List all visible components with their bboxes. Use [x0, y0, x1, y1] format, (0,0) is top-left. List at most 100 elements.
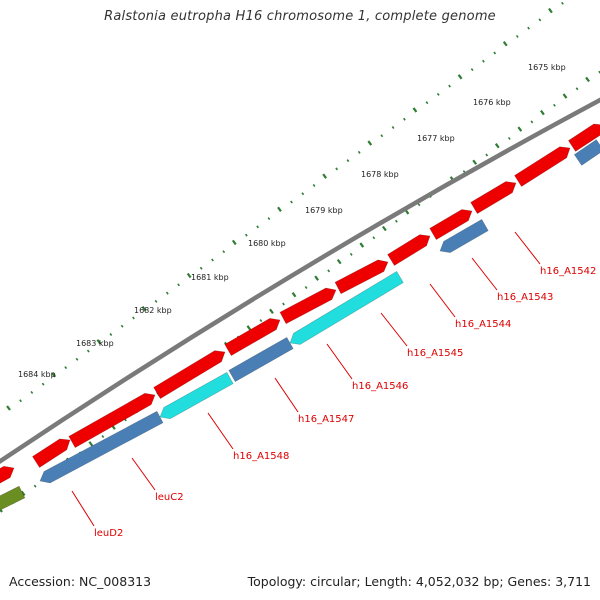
tick-mark	[493, 51, 497, 55]
tick-mark	[538, 18, 542, 22]
forward-gene-arrow	[68, 392, 156, 449]
tick-mark	[120, 324, 124, 328]
genome-summary-text: Topology: circular; Length: 4,052,032 bp…	[247, 574, 591, 589]
gene-label-leader	[71, 490, 95, 527]
map-title: Ralstonia eutropha H16 chromosome 1, com…	[104, 9, 496, 24]
tick-mark	[515, 34, 519, 38]
tick-mark	[553, 103, 556, 107]
tick-mark	[322, 173, 327, 179]
tick-mark	[64, 366, 68, 370]
tick-mark	[244, 233, 248, 237]
tick-mark	[211, 258, 214, 262]
tick-mark	[256, 225, 260, 229]
inner-tick-row	[6, 1, 564, 411]
forward-gene-arrow	[568, 123, 600, 152]
tick-mark	[517, 126, 523, 132]
gene-label: h16_A1544	[455, 319, 511, 330]
tick-mark	[391, 126, 395, 129]
tick-mark	[312, 183, 316, 187]
tick-mark	[359, 242, 365, 248]
tick-mark	[346, 159, 350, 163]
kbp-label: 1678 kbp	[361, 170, 399, 179]
tick-mark	[472, 159, 478, 165]
gene-label-leader	[471, 257, 498, 291]
tick-mark	[141, 305, 147, 312]
gene-label: h16_A1543	[497, 292, 553, 303]
tick-mark	[448, 84, 451, 88]
tick-mark	[290, 200, 293, 204]
tick-mark	[502, 41, 508, 47]
tick-mark	[585, 76, 590, 83]
kbp-label: 1676 kbp	[473, 98, 511, 107]
kbp-label: 1679 kbp	[305, 206, 343, 215]
reverse-gene-arrow	[39, 410, 164, 484]
forward-gene-arrow	[429, 209, 473, 241]
gene-label-leader	[326, 343, 353, 380]
tick-mark	[367, 140, 373, 146]
forward-gene-arrow	[32, 438, 71, 468]
tick-mark	[561, 1, 564, 5]
tick-mark	[527, 26, 530, 30]
gene-label-leader	[131, 457, 156, 491]
forward-gene-arrow	[514, 146, 571, 187]
tick-mark	[575, 87, 579, 91]
tick-mark	[231, 239, 237, 246]
tick-mark	[41, 382, 45, 386]
tick-mark	[335, 167, 339, 171]
tick-mark	[51, 372, 57, 378]
other-gene-arrow	[0, 485, 26, 511]
tick-mark	[425, 101, 429, 105]
gene-label: leuD2	[94, 528, 123, 539]
kbp-label: 1675 kbp	[528, 63, 566, 72]
tick-mark	[186, 272, 192, 279]
gene-label: h16_A1542	[540, 266, 596, 277]
tick-mark	[304, 285, 308, 289]
kbp-label: 1684 kbp	[18, 370, 56, 379]
kbp-label: 1683 kbp	[76, 339, 114, 348]
tick-mark	[507, 136, 511, 140]
tick-mark	[372, 236, 376, 240]
tick-marks	[0, 1, 600, 513]
highlight-gene-arrow	[289, 271, 404, 345]
tick-mark	[96, 339, 102, 345]
gene-label-leader	[429, 283, 456, 318]
forward-gene-arrow	[470, 181, 517, 214]
tick-mark	[33, 484, 37, 488]
tick-mark	[199, 266, 203, 270]
tick-mark	[19, 399, 22, 403]
tick-mark	[357, 150, 361, 154]
gene-label: h16_A1546	[352, 381, 408, 392]
chromosome-backbone	[0, 97, 600, 465]
reverse-gene-arrow	[228, 336, 294, 383]
forward-gene-arrow	[153, 350, 226, 399]
tick-mark	[246, 325, 252, 331]
tick-mark	[222, 250, 226, 254]
tick-mark	[548, 7, 553, 14]
tick-mark	[30, 390, 34, 394]
tick-mark	[314, 275, 319, 281]
gene-label-leader	[514, 231, 541, 265]
tick-mark	[540, 109, 545, 116]
tick-mark	[88, 441, 94, 447]
tick-mark	[403, 117, 406, 121]
tick-mark	[412, 107, 418, 113]
gene-label: h16_A1545	[407, 348, 463, 359]
tick-mark	[382, 225, 387, 232]
reverse-gene-arrow	[573, 139, 600, 166]
forward-gene-arrow	[334, 259, 389, 295]
gene-label-leader	[207, 412, 234, 450]
tick-mark	[457, 74, 463, 80]
gene-label-leader	[380, 312, 408, 347]
forward-gene-arrow	[224, 318, 281, 357]
tick-mark	[259, 319, 263, 323]
kbp-label: 1681 kbp	[191, 273, 229, 282]
kbp-label: 1680 kbp	[248, 239, 286, 248]
reverse-gene-arrow	[439, 218, 489, 253]
tick-mark	[417, 203, 421, 207]
tick-mark	[482, 59, 485, 63]
tick-mark	[470, 68, 474, 72]
tick-mark	[349, 252, 353, 256]
forward-gene-arrow	[0, 465, 15, 484]
tick-mark	[380, 134, 384, 138]
